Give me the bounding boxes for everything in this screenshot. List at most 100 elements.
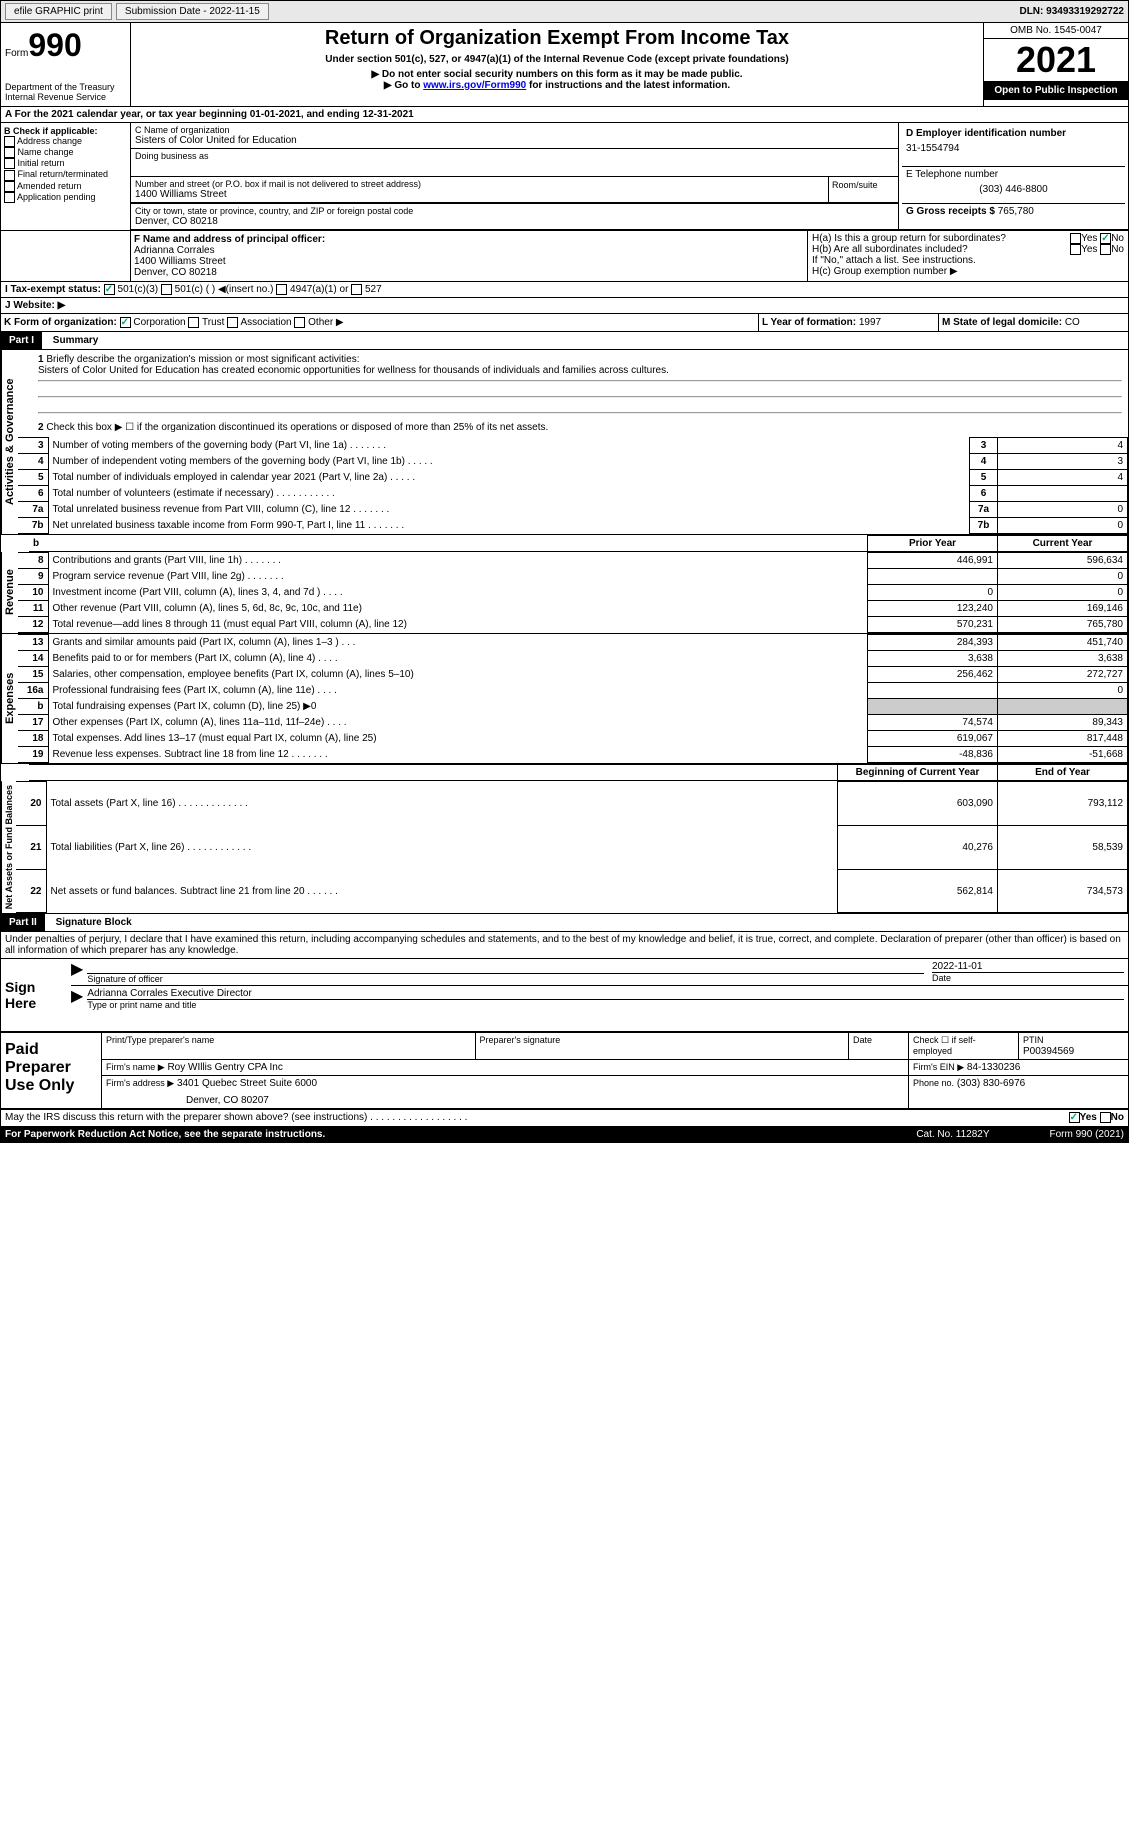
table-row: 8Contributions and grants (Part VIII, li… bbox=[18, 553, 1128, 569]
dln: DLN: 93493319292722 bbox=[1019, 6, 1124, 17]
state-domicile: CO bbox=[1065, 317, 1080, 328]
irs-label: Internal Revenue Service bbox=[5, 92, 126, 102]
boxb-item: Address change bbox=[4, 136, 127, 147]
table-row: 7bNet unrelated business taxable income … bbox=[18, 518, 1128, 534]
table-row: 6Total number of volunteers (estimate if… bbox=[18, 486, 1128, 502]
tax-year: 2021 bbox=[984, 39, 1128, 81]
4947[interactable] bbox=[276, 284, 287, 295]
ha-no[interactable] bbox=[1100, 233, 1111, 244]
year-formation: 1997 bbox=[859, 317, 881, 328]
corp[interactable] bbox=[120, 317, 131, 328]
expenses-table: 13Grants and similar amounts paid (Part … bbox=[18, 634, 1128, 763]
501c[interactable] bbox=[161, 284, 172, 295]
table-row: 16aProfessional fundraising fees (Part I… bbox=[18, 683, 1128, 699]
sig-type-label: Type or print name and title bbox=[87, 999, 1124, 1010]
cat-no: Cat. No. 11282Y bbox=[916, 1129, 989, 1140]
boxb-item: Name change bbox=[4, 147, 127, 158]
warn-link: ▶ Go to www.irs.gov/Form990 for instruct… bbox=[135, 80, 979, 91]
table-row: 13Grants and similar amounts paid (Part … bbox=[18, 635, 1128, 651]
tax-exempt-row: I Tax-exempt status: 501(c)(3) 501(c) ( … bbox=[1, 282, 1128, 298]
dba-label: Doing business as bbox=[135, 151, 894, 161]
sig-name: Adrianna Corrales Executive Director bbox=[87, 988, 1124, 999]
warn-ssn: ▶ Do not enter social security numbers o… bbox=[135, 69, 979, 80]
box-c-name-label: C Name of organization bbox=[135, 125, 894, 135]
sign-here: Sign Here bbox=[1, 959, 71, 1031]
form-990: efile GRAPHIC print Submission Date - 20… bbox=[0, 0, 1129, 1143]
table-row: bTotal fundraising expenses (Part IX, co… bbox=[18, 699, 1128, 715]
other[interactable] bbox=[294, 317, 305, 328]
table-row: 19Revenue less expenses. Subtract line 1… bbox=[18, 747, 1128, 763]
boy-eoy-header: Beginning of Current Year End of Year bbox=[1, 764, 1128, 781]
ein: 31-1554794 bbox=[906, 143, 1121, 154]
discuss-no[interactable] bbox=[1100, 1112, 1111, 1123]
527[interactable] bbox=[351, 284, 362, 295]
efile-print-btn[interactable]: efile GRAPHIC print bbox=[5, 3, 112, 20]
paid-preparer: Paid Preparer Use Only bbox=[1, 1033, 101, 1108]
gross-receipts: 765,780 bbox=[998, 206, 1034, 217]
form-ref: Form 990 (2021) bbox=[1050, 1129, 1124, 1140]
open-inspection: Open to Public Inspection bbox=[984, 81, 1128, 100]
form-label: Form bbox=[5, 48, 28, 59]
officer-block: F Name and address of principal officer:… bbox=[1, 231, 1128, 282]
sig-date: 2022-11-01 bbox=[932, 961, 1124, 972]
org-name: Sisters of Color United for Education bbox=[135, 135, 894, 146]
prep-phone: (303) 830-6976 bbox=[957, 1078, 1025, 1089]
addr-label: Number and street (or P.O. box if mail i… bbox=[135, 179, 824, 189]
governance-table: 3Number of voting members of the governi… bbox=[18, 437, 1128, 534]
org-city: Denver, CO 80218 bbox=[135, 216, 894, 227]
expenses-label: Expenses bbox=[1, 634, 18, 763]
part1-header: Part I bbox=[1, 332, 42, 349]
activities-gov-label: Activities & Governance bbox=[1, 350, 18, 534]
table-row: 22Net assets or fund balances. Subtract … bbox=[16, 869, 1128, 913]
line1-label: Briefly describe the organization's miss… bbox=[46, 354, 359, 365]
netassets-label: Net Assets or Fund Balances bbox=[1, 781, 16, 913]
boxb-item: Amended return bbox=[4, 181, 127, 192]
paperwork: For Paperwork Reduction Act Notice, see … bbox=[5, 1129, 916, 1140]
firm-city: Denver, CO 80207 bbox=[106, 1089, 904, 1106]
irs-link[interactable]: www.irs.gov/Form990 bbox=[423, 80, 526, 91]
discuss-label: May the IRS discuss this return with the… bbox=[5, 1112, 1069, 1123]
part2-header: Part II bbox=[1, 914, 45, 931]
submission-date-btn[interactable]: Submission Date - 2022-11-15 bbox=[116, 3, 269, 20]
footer: For Paperwork Reduction Act Notice, see … bbox=[1, 1127, 1128, 1142]
top-bar: efile GRAPHIC print Submission Date - 20… bbox=[1, 1, 1128, 23]
klm-row: K Form of organization: Corporation Trus… bbox=[1, 314, 1128, 332]
balance-table: 20Total assets (Part X, line 16) . . . .… bbox=[16, 781, 1128, 913]
box-d-label: D Employer identification number bbox=[906, 128, 1066, 139]
part1-title: Summary bbox=[45, 335, 99, 346]
hb-note: If "No," attach a list. See instructions… bbox=[812, 255, 1124, 266]
form-subtitle: Under section 501(c), 527, or 4947(a)(1)… bbox=[135, 54, 979, 65]
box-g-label: G Gross receipts $ bbox=[906, 206, 995, 217]
hb-no[interactable] bbox=[1100, 244, 1111, 255]
ha-yes[interactable] bbox=[1070, 233, 1081, 244]
table-row: 21Total liabilities (Part X, line 26) . … bbox=[16, 826, 1128, 870]
line2: Check this box ▶ ☐ if the organization d… bbox=[46, 422, 548, 433]
prior-current-header: b Prior Year Current Year bbox=[1, 535, 1128, 552]
omb: OMB No. 1545-0047 bbox=[984, 23, 1128, 39]
trust[interactable] bbox=[188, 317, 199, 328]
discuss-yes[interactable] bbox=[1069, 1112, 1080, 1123]
sig-officer-label: Signature of officer bbox=[87, 973, 924, 984]
part2-title: Signature Block bbox=[48, 917, 132, 928]
hb-yes[interactable] bbox=[1070, 244, 1081, 255]
officer-name: Adrianna Corrales bbox=[134, 245, 804, 256]
revenue-label: Revenue bbox=[1, 552, 18, 633]
table-row: 17Other expenses (Part IX, column (A), l… bbox=[18, 715, 1128, 731]
ptin: P00394569 bbox=[1023, 1046, 1074, 1057]
website-row: J Website: ▶ bbox=[1, 298, 1128, 314]
501c3[interactable] bbox=[104, 284, 115, 295]
table-row: 9Program service revenue (Part VIII, lin… bbox=[18, 569, 1128, 585]
boxb-item: Application pending bbox=[4, 192, 127, 203]
form-header: Form990 Department of the Treasury Inter… bbox=[1, 23, 1128, 107]
officer-city: Denver, CO 80218 bbox=[134, 267, 804, 278]
org-address: 1400 Williams Street bbox=[135, 189, 824, 200]
table-row: 10Investment income (Part VIII, column (… bbox=[18, 585, 1128, 601]
hc-label: H(c) Group exemption number ▶ bbox=[812, 266, 1124, 277]
table-row: 11Other revenue (Part VIII, column (A), … bbox=[18, 601, 1128, 617]
form-title: Return of Organization Exempt From Incom… bbox=[135, 27, 979, 50]
assoc[interactable] bbox=[227, 317, 238, 328]
box-e-label: E Telephone number bbox=[906, 169, 998, 180]
ha-label: H(a) Is this a group return for subordin… bbox=[812, 233, 1006, 244]
org-info-block: B Check if applicable: Address change Na… bbox=[1, 123, 1128, 231]
table-row: 20Total assets (Part X, line 16) . . . .… bbox=[16, 782, 1128, 826]
